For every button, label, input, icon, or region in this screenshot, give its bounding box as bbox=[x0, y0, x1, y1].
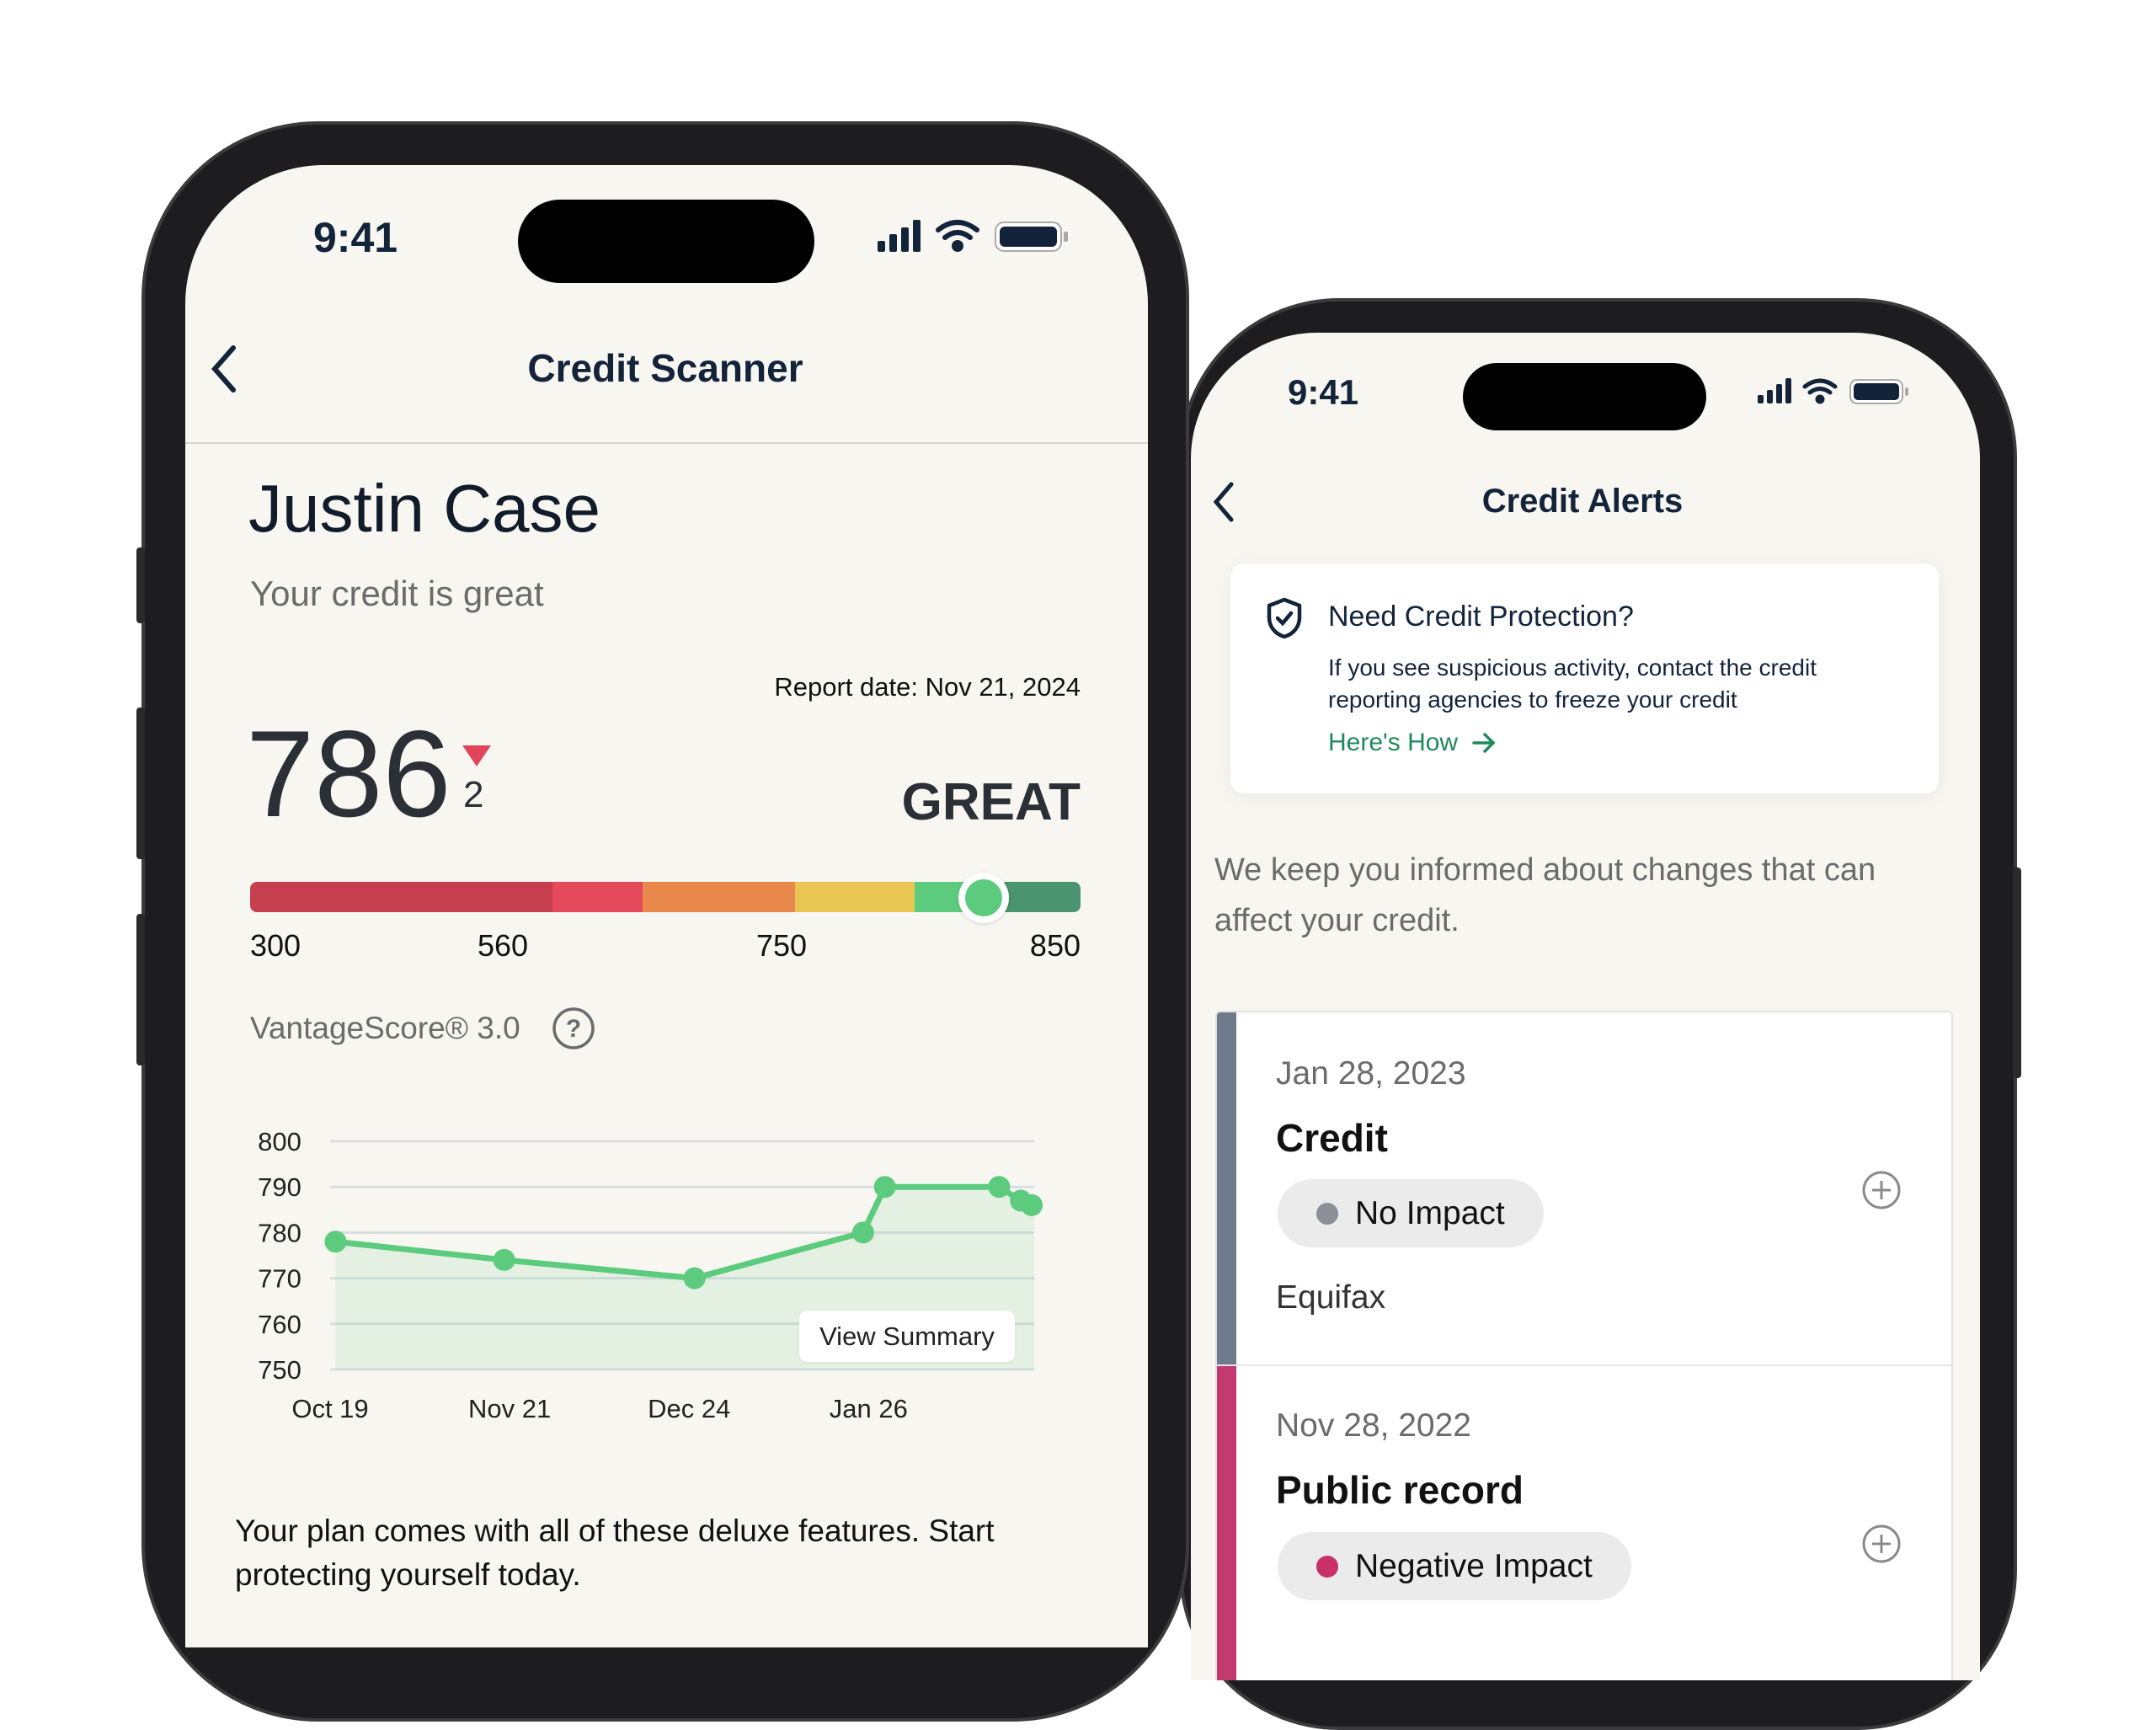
impact-badge: Negative Impact bbox=[1278, 1532, 1631, 1600]
score-history-chart: 800 790 780 770 760 750 Oct 19 Nov 21 Dec 24 Jan … bbox=[258, 1127, 1043, 1423]
score-range-segment bbox=[1005, 882, 1081, 912]
x-tick-label: Jan 26 bbox=[830, 1394, 908, 1423]
impact-label: No Impact bbox=[1355, 1194, 1505, 1231]
x-tick-label: Dec 24 bbox=[648, 1394, 730, 1423]
score-range-label: 750 bbox=[756, 928, 808, 963]
battery-icon bbox=[995, 222, 1068, 252]
alert-date: Nov 28, 2022 bbox=[1276, 1407, 1472, 1444]
alert-status-bar bbox=[1217, 1012, 1236, 1364]
score-range-label: 300 bbox=[250, 928, 302, 963]
svg-text:?: ? bbox=[566, 1015, 581, 1043]
score-marker bbox=[958, 873, 1010, 923]
impact-badge: No Impact bbox=[1278, 1179, 1544, 1247]
status-icons bbox=[878, 220, 1068, 252]
chart-point bbox=[851, 1221, 874, 1244]
score-model: VantageScore® 3.0 bbox=[250, 1011, 520, 1045]
signal-icon bbox=[1758, 378, 1791, 403]
user-name: Justin Case bbox=[248, 471, 600, 546]
chart-point bbox=[1021, 1193, 1043, 1216]
chart-point bbox=[988, 1176, 1011, 1199]
score-range-segment bbox=[795, 882, 915, 912]
y-tick-label: 760 bbox=[258, 1310, 302, 1339]
score-rating: GREAT bbox=[901, 773, 1081, 831]
intro-text: affect your credit. bbox=[1214, 903, 1460, 938]
chart-point bbox=[873, 1176, 896, 1199]
status-time: 9:41 bbox=[313, 214, 398, 261]
x-tick-label: Oct 19 bbox=[291, 1394, 368, 1423]
heres-how-link[interactable]: Here's How bbox=[1328, 728, 1497, 758]
alert-status-bar bbox=[1217, 1366, 1236, 1680]
heres-how-label: Here's How bbox=[1328, 729, 1459, 756]
score-range-label: 850 bbox=[1029, 928, 1081, 963]
y-tick-label: 780 bbox=[258, 1218, 302, 1247]
score-range-segment bbox=[643, 882, 796, 912]
status-icons bbox=[1758, 378, 1908, 404]
signal-icon bbox=[878, 220, 921, 252]
dynamic-island bbox=[518, 200, 814, 283]
protection-card-body: If you see suspicious activity, contact … bbox=[1328, 654, 1817, 681]
alert-row[interactable]: Nov 28, 2022 Public record Negative Impa… bbox=[1217, 1366, 1951, 1680]
protection-card-body: reporting agencies to freeze your credit bbox=[1328, 686, 1737, 713]
score-range-bar bbox=[250, 882, 1081, 912]
back-chevron-icon[interactable] bbox=[206, 344, 243, 394]
alert-row[interactable]: Jan 28, 2023 Credit No Impact Equifax bbox=[1217, 1012, 1951, 1366]
dynamic-island bbox=[1463, 363, 1706, 430]
view-summary-button[interactable]: View Summary bbox=[799, 1311, 1015, 1362]
intro-text: We keep you informed about changes that … bbox=[1214, 852, 1876, 888]
impact-dot bbox=[1316, 1202, 1338, 1225]
y-tick-label: 750 bbox=[258, 1355, 302, 1385]
score-change: 2 bbox=[463, 774, 484, 815]
help-question-icon[interactable]: ? bbox=[552, 1006, 595, 1050]
header-divider bbox=[185, 442, 1148, 444]
y-tick-label: 770 bbox=[258, 1264, 302, 1294]
score-range-segment bbox=[552, 882, 643, 912]
alerts-list: Jan 28, 2023 Credit No Impact Equifax No… bbox=[1215, 1011, 1953, 1680]
x-tick-label: Nov 21 bbox=[468, 1394, 551, 1423]
page-title: Credit Alerts bbox=[1481, 483, 1684, 520]
chart-point bbox=[683, 1267, 706, 1289]
wifi-icon bbox=[1802, 378, 1838, 404]
alert-type: Public record bbox=[1276, 1468, 1524, 1512]
left-phone-side-button bbox=[136, 547, 145, 623]
plan-text: Your plan comes with all of these deluxe… bbox=[235, 1514, 995, 1592]
shield-check-icon bbox=[1267, 597, 1302, 639]
page-title: Credit Scanner bbox=[527, 346, 803, 390]
y-tick-label: 800 bbox=[258, 1127, 302, 1156]
left-phone-screen: 9:41 Credit Scanner Justin Case Your cre… bbox=[185, 165, 1148, 1647]
battery-icon bbox=[1849, 379, 1908, 404]
report-date: Report date: Nov 21, 2024 bbox=[774, 672, 1081, 702]
protection-card: Need Credit Protection? If you see suspi… bbox=[1230, 563, 1939, 793]
wifi-icon bbox=[936, 220, 979, 252]
right-phone-screen: 9:41 Credit Alerts Need Credit Protectio… bbox=[1191, 333, 1980, 1680]
impact-dot bbox=[1316, 1555, 1338, 1578]
credit-summary: Your credit is great bbox=[250, 574, 544, 613]
expand-plus-icon[interactable] bbox=[1860, 1523, 1903, 1565]
left-phone-side-button bbox=[136, 914, 145, 1065]
credit-score: 786 bbox=[246, 705, 451, 842]
alert-type: Credit bbox=[1276, 1116, 1388, 1160]
right-phone-side-button bbox=[2013, 868, 2021, 1078]
protection-card-title: Need Credit Protection? bbox=[1328, 601, 1634, 633]
back-chevron-icon[interactable] bbox=[1208, 481, 1241, 523]
left-phone-side-button bbox=[136, 707, 145, 859]
chart-point bbox=[493, 1248, 515, 1271]
alert-bureau: Equifax bbox=[1276, 1279, 1386, 1316]
impact-label: Negative Impact bbox=[1355, 1547, 1593, 1584]
y-tick-label: 790 bbox=[258, 1172, 302, 1202]
status-time: 9:41 bbox=[1288, 372, 1359, 412]
arrow-right-icon bbox=[1472, 733, 1496, 753]
score-down-triangle-icon bbox=[462, 745, 491, 766]
alert-date: Jan 28, 2023 bbox=[1276, 1055, 1466, 1092]
expand-plus-icon[interactable] bbox=[1860, 1169, 1903, 1211]
chart-point bbox=[324, 1231, 347, 1253]
score-range-label: 560 bbox=[478, 928, 529, 963]
score-range-segment bbox=[250, 882, 552, 912]
